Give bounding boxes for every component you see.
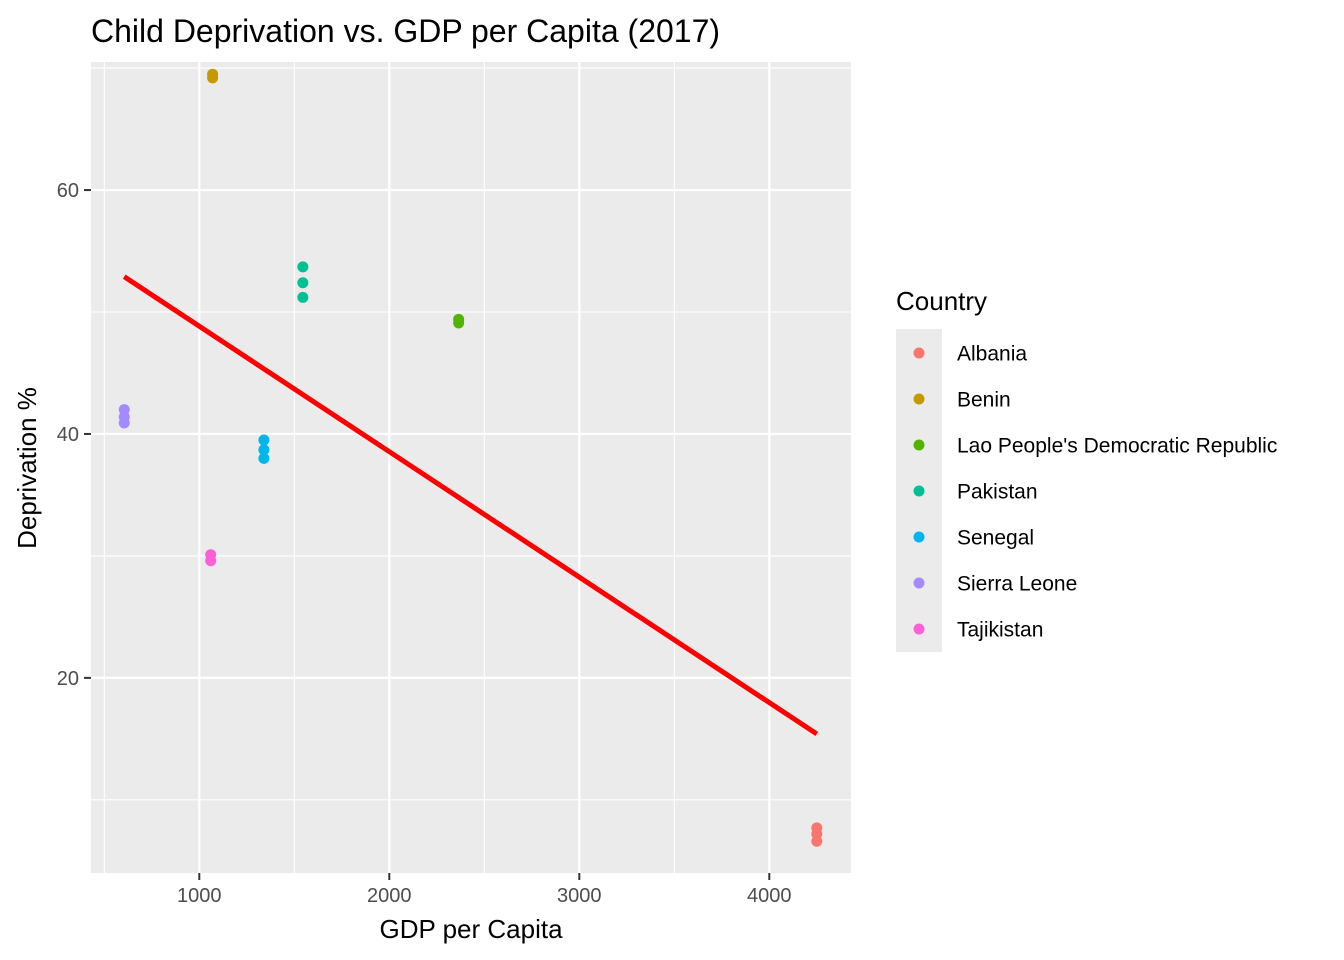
data-point <box>297 291 309 303</box>
legend-key <box>913 531 925 543</box>
legend-key <box>913 623 925 635</box>
data-point <box>205 555 217 567</box>
legend-title: Country <box>896 286 987 316</box>
data-point <box>118 417 130 429</box>
legend-label: Albania <box>957 343 1027 366</box>
legend-key <box>913 485 925 497</box>
data-point <box>207 72 219 84</box>
legend-items: Albania Benin Lao People's Democratic Repu… <box>913 343 1277 642</box>
legend-label: Senegal <box>957 527 1034 550</box>
legend-label: Lao People's Democratic Republic <box>957 435 1277 458</box>
data-point <box>258 434 270 446</box>
legend-label: Tajikistan <box>957 619 1043 642</box>
trend-layer <box>122 274 819 737</box>
legend-key <box>913 347 925 359</box>
legend: Country Albania Benin Lao People's Democra… <box>896 286 1277 652</box>
points-layer <box>118 68 823 847</box>
y-tick-label: 20 <box>57 668 79 690</box>
data-point <box>297 277 309 289</box>
data-point <box>297 261 309 273</box>
legend-key <box>913 577 925 589</box>
legend-label: Sierra Leone <box>957 573 1077 596</box>
y-axis: 20 40 60 <box>57 180 91 690</box>
major-grid <box>91 62 851 873</box>
x-axis-title: GDP per Capita <box>379 914 563 944</box>
legend-label: Pakistan <box>957 481 1038 504</box>
y-tick-label: 60 <box>57 180 79 202</box>
data-point <box>811 835 823 847</box>
x-tick-label: 1000 <box>177 885 222 907</box>
x-axis: 1000 2000 3000 4000 <box>177 873 792 907</box>
x-tick-label: 2000 <box>367 885 412 907</box>
y-axis-title: Deprivation % <box>12 387 42 549</box>
x-tick-label: 3000 <box>557 885 602 907</box>
x-tick-label: 4000 <box>747 885 792 907</box>
legend-key <box>913 439 925 451</box>
legend-key <box>913 393 925 405</box>
y-tick-label: 40 <box>57 424 79 446</box>
plot-panel <box>91 62 851 873</box>
trend-line <box>122 274 819 737</box>
data-point <box>453 317 465 329</box>
minor-grid <box>91 62 851 873</box>
data-point <box>258 444 270 456</box>
chart-title: Child Deprivation vs. GDP per Capita (20… <box>91 13 720 49</box>
legend-label: Benin <box>957 389 1011 412</box>
data-point <box>258 452 270 464</box>
